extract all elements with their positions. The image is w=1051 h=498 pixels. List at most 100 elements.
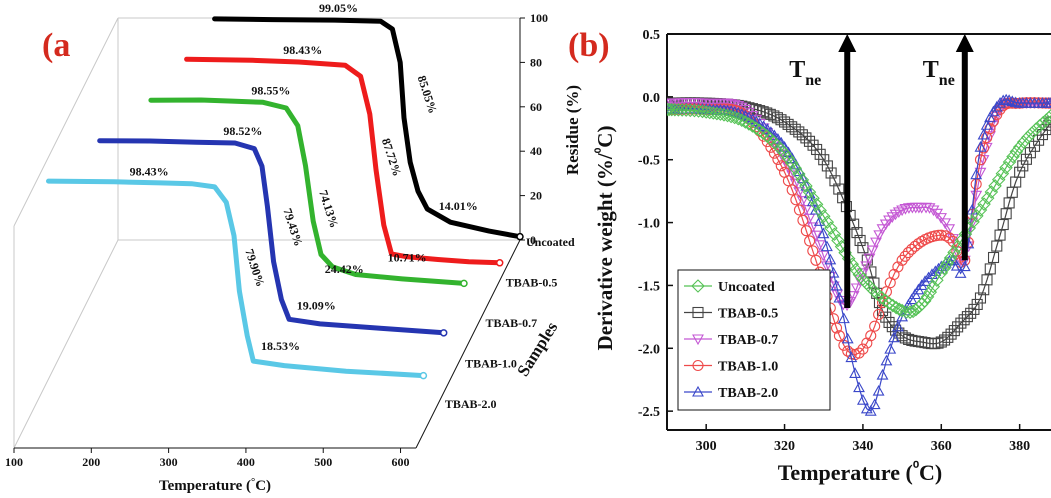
- sample-label: TBAB-1.0: [465, 357, 517, 371]
- data-point: [903, 305, 917, 319]
- y-tick-label: 0.0: [643, 91, 661, 106]
- x-tick-label: 380: [1009, 439, 1030, 454]
- data-point: [943, 232, 955, 244]
- data-point: [821, 160, 833, 172]
- data-point: [950, 259, 963, 271]
- series-uncoated: [667, 102, 1051, 319]
- panel-a-3d-tga-chart: 100 200 300 400 500 600 0 20 40 60 80 100 Temperatur…: [5, 1, 582, 494]
- data-point: [800, 225, 812, 237]
- tne-arrow-head: [955, 34, 974, 52]
- data-point: [782, 175, 794, 187]
- data-point: [932, 262, 945, 274]
- data-point: [974, 141, 987, 152]
- data-point: [950, 239, 965, 254]
- data-point: [757, 106, 769, 118]
- y-tick-label: -1.5: [638, 279, 660, 294]
- data-point: [745, 119, 760, 133]
- data-point: [923, 203, 936, 214]
- data-point: [831, 233, 845, 248]
- data-point: [813, 203, 827, 218]
- data-point: [781, 151, 795, 165]
- data-point: [892, 207, 905, 219]
- data-point: [906, 243, 918, 255]
- data-point: [886, 298, 900, 313]
- sample-label: TBAB-2.0: [445, 397, 497, 411]
- data-point: [902, 298, 915, 310]
- value-annotation: 98.52%: [223, 124, 262, 138]
- data-point: [809, 230, 822, 242]
- data-point: [820, 240, 833, 252]
- data-point: [692, 306, 704, 319]
- data-point: [818, 154, 830, 166]
- data-point: [797, 214, 809, 226]
- data-point: [1009, 144, 1024, 159]
- value-annotation: 99.05%: [319, 1, 358, 15]
- data-point: [777, 146, 792, 161]
- data-point: [804, 235, 816, 247]
- y-tick-label: -1.0: [638, 217, 660, 232]
- data-point: [799, 179, 813, 193]
- series-end-marker: [495, 259, 504, 267]
- data-point: [895, 303, 909, 318]
- data-point: [888, 331, 900, 343]
- tne-label: Tne: [789, 57, 821, 89]
- floor-left-edge: [13, 239, 119, 449]
- y-tick-label: 80: [530, 55, 542, 69]
- series-line-uncoated: [212, 16, 523, 240]
- data-point: [809, 197, 824, 212]
- data-point: [999, 160, 1013, 175]
- data-point: [984, 263, 996, 275]
- series-line-tbab-0-5: [184, 56, 503, 266]
- data-point: [981, 274, 993, 286]
- data-point: [984, 111, 996, 123]
- data-point: [935, 229, 947, 241]
- data-point: [691, 279, 705, 293]
- data-point: [824, 253, 837, 265]
- value-annotation: 18.53%: [261, 339, 300, 353]
- data-point: [816, 209, 831, 224]
- data-point: [899, 204, 912, 215]
- value-annotation: 98.55%: [251, 83, 290, 97]
- data-point: [1045, 97, 1051, 108]
- value-annotation: 98.43%: [283, 43, 322, 57]
- data-point: [802, 185, 817, 199]
- y-tick-label: 0.5: [643, 28, 661, 43]
- legend-label: TBAB-0.5: [718, 307, 778, 322]
- data-point: [827, 227, 842, 242]
- data-point: [793, 204, 806, 216]
- data-point: [955, 317, 967, 329]
- panel-label-a: (a: [42, 27, 70, 64]
- legend-label: TBAB-0.7: [718, 333, 778, 348]
- data-point: [853, 381, 865, 393]
- data-point: [980, 191, 995, 205]
- y-tick-label: 100: [530, 11, 548, 25]
- panel-b-dtg-chart: 300 320 340 360 380 0.5 0.0 -0.5 -1.0 -1.5 -2.0 -2.…: [568, 27, 1051, 485]
- data-point: [692, 334, 704, 346]
- data-point: [873, 308, 885, 321]
- series-line-tbab-1-0: [667, 102, 1051, 356]
- data-point: [749, 121, 763, 135]
- data-point: [991, 240, 1003, 252]
- data-point: [876, 368, 889, 380]
- data-point: [827, 266, 840, 278]
- data-point: [977, 197, 991, 211]
- data-point: [1002, 155, 1017, 169]
- data-point: [830, 279, 843, 291]
- data-point: [923, 285, 938, 299]
- data-point: [667, 102, 676, 117]
- x-tick-label: 300: [160, 455, 178, 469]
- data-point: [942, 331, 954, 343]
- data-point: [914, 297, 929, 312]
- data-point: [990, 100, 1003, 112]
- data-point: [851, 227, 863, 239]
- data-point: [833, 183, 845, 195]
- x-axis-label: Temperature (⁰C): [778, 459, 942, 485]
- series-end-marker: [516, 232, 524, 241]
- data-point: [1003, 197, 1015, 209]
- data-point: [1006, 95, 1019, 107]
- data-point: [790, 194, 802, 206]
- data-point: [977, 128, 990, 140]
- value-annotation: 24.42%: [325, 262, 364, 276]
- data-point: [939, 334, 951, 346]
- data-point: [789, 178, 802, 190]
